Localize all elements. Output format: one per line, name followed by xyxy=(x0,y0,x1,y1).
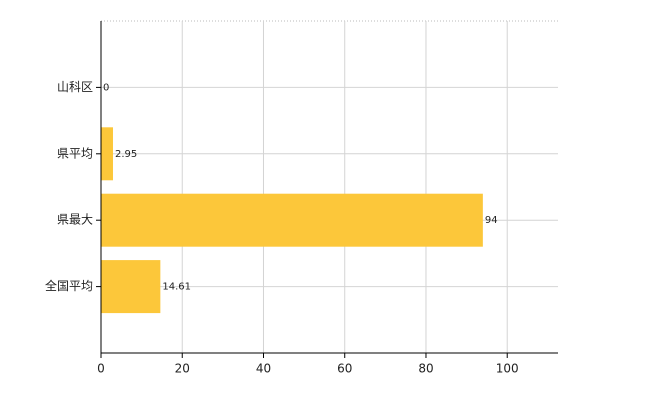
y-tick-label: 県平均 xyxy=(57,146,93,160)
bar xyxy=(101,260,161,314)
x-tick-label: 100 xyxy=(496,362,519,376)
x-tick-label: 80 xyxy=(418,362,433,376)
y-tick-label: 県最大 xyxy=(57,213,93,227)
x-tick-label: 40 xyxy=(256,362,271,376)
value-label: 94 xyxy=(485,215,498,226)
y-tick-label: 山科区 xyxy=(57,80,93,94)
y-tick-label: 全国平均 xyxy=(45,278,93,293)
value-label: 14.61 xyxy=(162,282,191,293)
value-label: 2.95 xyxy=(115,149,137,160)
value-label: 0 xyxy=(103,82,109,93)
bar xyxy=(101,193,483,247)
bar xyxy=(101,127,113,181)
x-tick-label: 0 xyxy=(97,362,105,376)
x-tick-label: 20 xyxy=(175,362,190,376)
x-tick-label: 60 xyxy=(337,362,352,376)
